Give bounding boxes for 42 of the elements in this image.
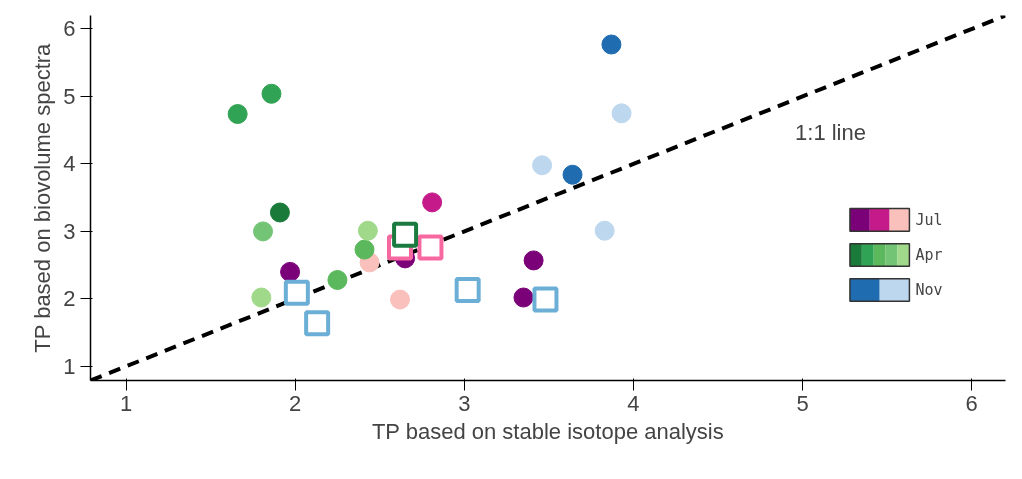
point (532, 286, 559, 313)
annotation: 1:1 line (795, 120, 866, 145)
point (594, 220, 615, 241)
legend-label: Jul (915, 210, 943, 229)
x-tick-label: 4 (627, 390, 640, 416)
x-tick-label: 2 (289, 390, 302, 416)
point (417, 234, 444, 261)
y-tick-label: 2 (63, 286, 76, 312)
x-tick-label: 6 (965, 390, 978, 416)
point (269, 202, 290, 223)
point (601, 34, 622, 55)
x-tick-label: 3 (458, 390, 471, 416)
y-tick-label: 1 (63, 353, 76, 379)
x-tick-label: 1 (119, 390, 133, 416)
point (422, 192, 443, 213)
x-tick-label: 5 (796, 390, 809, 416)
point (327, 269, 348, 290)
legend-label: Apr (915, 245, 943, 264)
point (261, 83, 282, 104)
x-axis-title: TP based on stable isotope analysis (371, 418, 724, 444)
point (357, 220, 378, 241)
y-tick-label: 5 (63, 83, 76, 109)
point (227, 104, 248, 124)
point (390, 289, 411, 310)
point (454, 277, 481, 304)
point (283, 279, 310, 306)
point (532, 155, 553, 176)
y-tick-label: 3 (63, 218, 76, 244)
point (392, 221, 419, 248)
y-tick-label: 4 (63, 151, 76, 177)
legend-label: Nov (915, 281, 943, 300)
point (611, 103, 632, 124)
point (253, 221, 274, 242)
point (354, 239, 375, 260)
y-axis-title: TP based on biovolume spectra (30, 42, 56, 353)
point (251, 287, 272, 308)
point (523, 250, 544, 271)
point (304, 310, 331, 337)
point (280, 261, 301, 282)
point (513, 287, 534, 308)
y-tick-label: 6 (63, 16, 76, 42)
point (562, 164, 583, 185)
